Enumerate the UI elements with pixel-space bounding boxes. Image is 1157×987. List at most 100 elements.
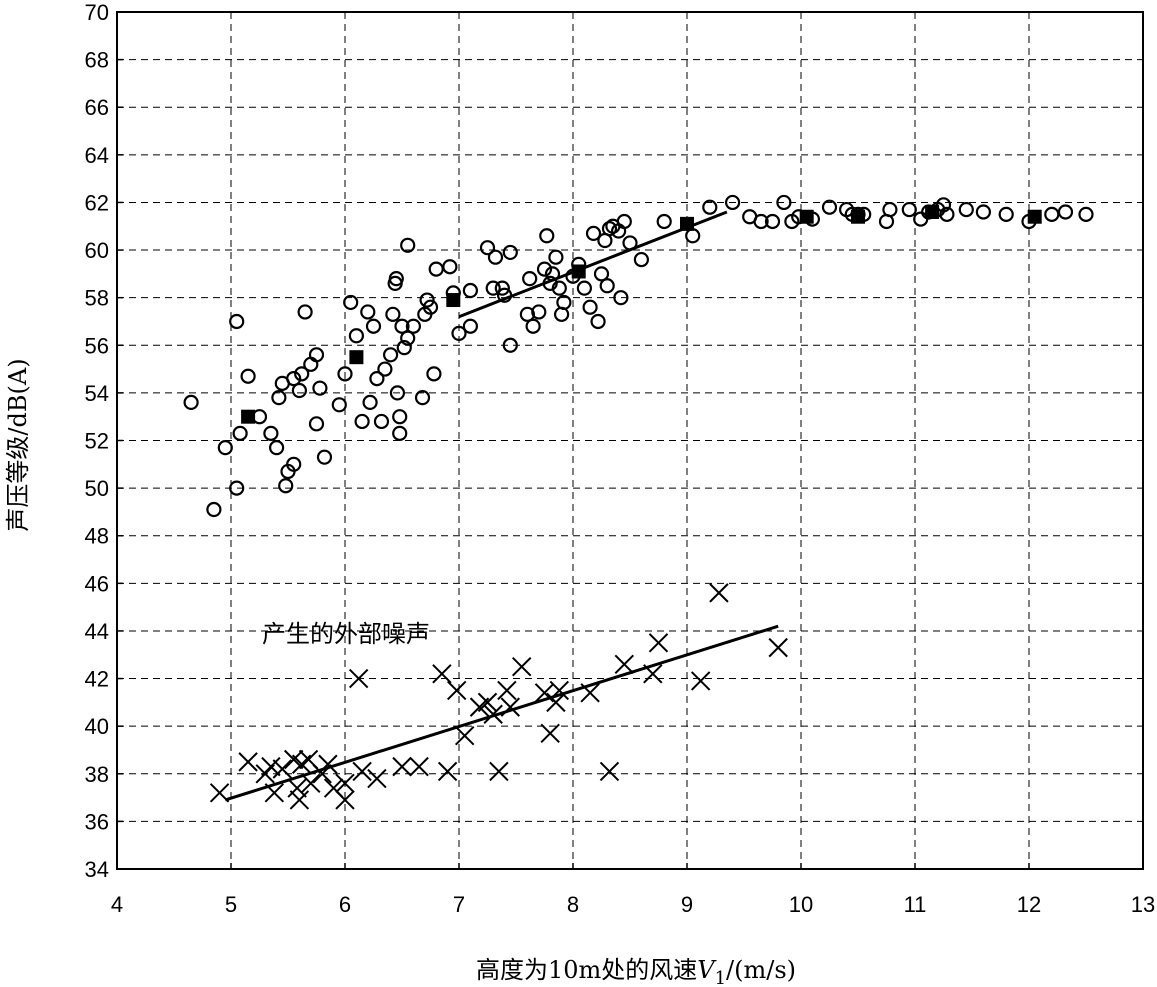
circle-point (702, 199, 718, 215)
cross-point (549, 680, 570, 701)
circle-point (400, 237, 416, 253)
trend-line (224, 624, 779, 802)
circle-point (548, 249, 564, 265)
circle-point (593, 266, 610, 282)
circle-point (998, 206, 1014, 222)
circle-point (479, 240, 496, 256)
circle-point (556, 294, 572, 311)
circle-point (331, 397, 347, 413)
cross-point (511, 656, 532, 677)
circle-point (958, 201, 974, 218)
y-tick-label: 58 (85, 286, 109, 311)
cross-point (540, 723, 560, 744)
circle-point (419, 292, 435, 308)
cross-point (454, 725, 475, 746)
cross-point (477, 692, 498, 713)
x-tick-label: 5 (225, 892, 237, 917)
cross-point (437, 761, 458, 782)
cross-point (392, 756, 412, 777)
cross-point (599, 761, 620, 782)
cross-point (209, 783, 230, 803)
circle-point (271, 390, 287, 406)
cross-point (238, 752, 258, 772)
y-tick-label: 50 (85, 476, 109, 501)
cross-point (287, 778, 307, 798)
circle-point (354, 413, 370, 430)
circle-point (633, 251, 650, 268)
circle-point (764, 213, 781, 230)
x-tick-label: 12 (1017, 892, 1041, 917)
circle-point (821, 199, 838, 215)
circle-point (582, 299, 598, 315)
circle-point (426, 366, 442, 382)
square-point (925, 204, 940, 219)
square-point (680, 216, 694, 231)
y-tick-label: 44 (85, 619, 109, 644)
circle-point (422, 299, 439, 315)
y-tick-label: 64 (85, 143, 109, 168)
x-tick-label: 13 (1131, 892, 1155, 917)
circle-point (217, 440, 233, 456)
circle-point (291, 382, 307, 399)
circle-point (240, 368, 256, 384)
square-point (241, 409, 256, 424)
circle-point (531, 304, 547, 320)
cross-point (312, 764, 332, 784)
square-point (851, 209, 865, 224)
circle-point (308, 416, 325, 432)
circle-point (462, 282, 478, 299)
cross-point (432, 664, 452, 684)
circle-point (539, 228, 555, 244)
circle-point (685, 228, 701, 244)
x-tick-label: 9 (681, 892, 693, 917)
circle-point (975, 204, 992, 220)
circle-point (392, 425, 408, 441)
x-tick-label: 8 (567, 892, 579, 917)
annotation-external-noise: 产生的外部噪声 (262, 620, 430, 648)
circle-point (286, 371, 302, 387)
circle-point (206, 501, 222, 518)
circle-point (442, 259, 458, 275)
cross-point (264, 783, 285, 803)
cross-point (348, 668, 369, 689)
circle-point (396, 340, 412, 356)
square-point (1027, 209, 1042, 224)
cross-point (483, 704, 503, 724)
circle-point (405, 318, 421, 334)
circle-point (451, 325, 467, 341)
y-tick-label: 54 (85, 381, 109, 406)
circle-point (365, 318, 382, 334)
circle-point (385, 306, 401, 322)
cross-point (690, 671, 711, 691)
circle-point (525, 318, 541, 334)
circle-point (369, 371, 385, 387)
circle-point (263, 425, 279, 441)
circle-point (183, 394, 199, 411)
y-axis-title: 声压等级/dB(A) (4, 358, 32, 531)
circle-point (394, 318, 410, 334)
cross-point (546, 692, 566, 713)
x-tick-label: 4 (111, 892, 123, 917)
x-tick-label: 10 (789, 892, 813, 917)
y-tick-label: 36 (85, 809, 109, 834)
y-tick-label: 46 (85, 571, 109, 596)
y-tick-label: 34 (85, 857, 109, 882)
circle-point (753, 213, 769, 230)
circle-point (1044, 206, 1060, 222)
circle-point (544, 266, 561, 282)
cross-point (352, 761, 372, 782)
circle-point (377, 361, 393, 377)
circle-point (935, 197, 952, 213)
cross-point (318, 754, 338, 774)
cross-point (335, 773, 355, 794)
circle-point (622, 235, 638, 251)
cross-point (272, 759, 293, 779)
circle-point (348, 328, 364, 344)
x-axis-title: 高度为10m处的风速V1/(m/s) (476, 956, 796, 987)
marker-layer (183, 194, 1094, 810)
circle-point (485, 280, 501, 296)
cross-point (643, 664, 663, 684)
circle-point (536, 261, 553, 277)
